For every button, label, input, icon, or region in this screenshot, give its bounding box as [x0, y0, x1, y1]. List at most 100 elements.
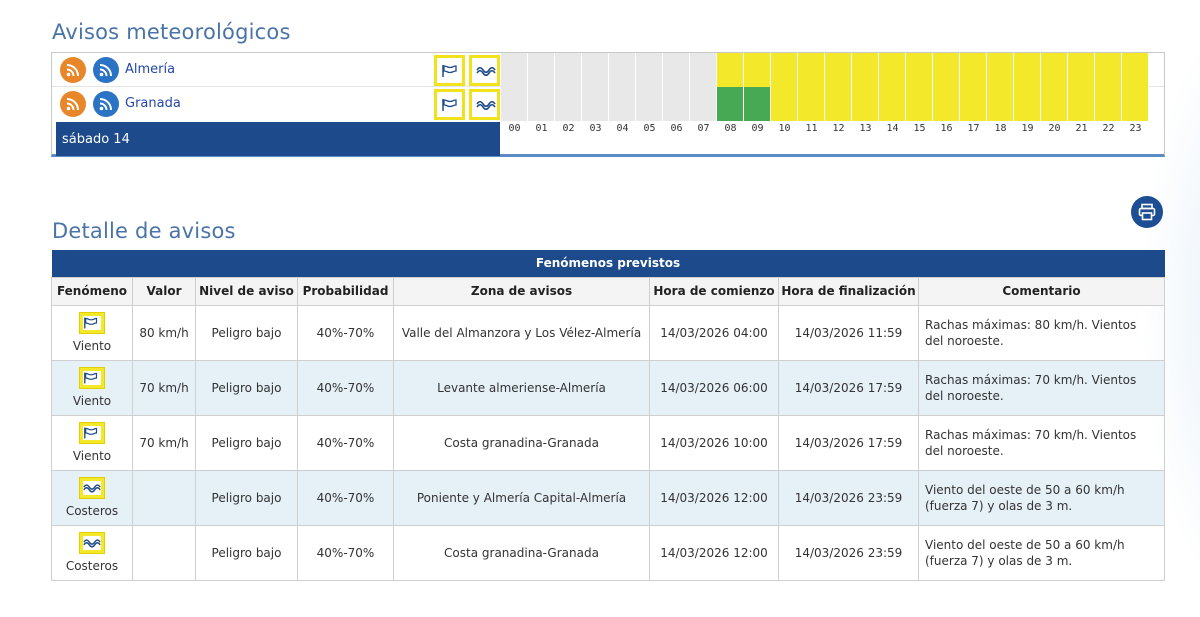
hour-label: 04	[616, 123, 629, 134]
hour-cell	[852, 53, 879, 87]
hour-cells-almeria	[501, 53, 1149, 87]
cell-valor: 80 km/h	[132, 304, 196, 361]
hour-cell	[933, 53, 960, 87]
hour-cell	[798, 87, 825, 121]
fenomeno-label: Costeros	[65, 504, 119, 518]
cell-fin: 14/03/2026 23:59	[778, 524, 919, 581]
cell-probabilidad: 40%-70%	[297, 359, 394, 416]
cell-zona: Levante almeriense-Almería	[393, 359, 650, 416]
warning-timeline: Almería Granada sábado 14 00 01 02 03 04 05 06…	[51, 52, 1165, 157]
hour-cell	[798, 53, 825, 87]
hour-cell	[1014, 87, 1041, 121]
cell-valor	[132, 469, 196, 526]
header-inicio: Hora de comienzo	[649, 276, 779, 306]
cell-fin: 14/03/2026 23:59	[778, 469, 919, 526]
hour-label: 10	[778, 123, 791, 134]
fenomeno-label: Costeros	[65, 559, 119, 573]
hour-label: 22	[1102, 123, 1115, 134]
print-button[interactable]	[1131, 196, 1163, 228]
cell-probabilidad: 40%-70%	[297, 469, 394, 526]
hour-axis: 00 01 02 03 04 05 06 07 08 09 10 11 12 13 14 15 16 17 18 19…	[501, 123, 1149, 134]
hour-label: 08	[724, 123, 737, 134]
hour-cell	[771, 53, 798, 87]
cell-comentario: Viento del oeste de 50 a 60 km/h (fuerza…	[918, 469, 1165, 526]
hour-label: 07	[697, 123, 710, 134]
cell-comentario: Rachas máximas: 70 km/h. Vientos del nor…	[918, 359, 1165, 416]
hour-cell	[717, 53, 744, 87]
cell-nivel: Peligro bajo	[195, 359, 298, 416]
rss-orange-icon[interactable]	[60, 91, 86, 117]
cell-nivel: Peligro bajo	[195, 524, 298, 581]
hour-label: 11	[805, 123, 818, 134]
hour-cell	[960, 87, 987, 121]
fenomeno-label: Viento	[72, 394, 112, 408]
hour-cell	[906, 87, 933, 121]
header-fenomeno: Fenómeno	[51, 276, 133, 306]
province-link-almeria[interactable]: Almería	[125, 62, 176, 77]
hour-cell	[744, 87, 771, 121]
cell-fin: 14/03/2026 11:59	[778, 304, 919, 361]
hour-cell	[1068, 53, 1095, 87]
timeline-row-granada: Granada	[52, 87, 1164, 121]
hour-cell	[1095, 87, 1122, 121]
hour-cell	[1041, 53, 1068, 87]
hour-cell	[690, 53, 717, 87]
hour-label: 21	[1075, 123, 1088, 134]
fenomeno-label: Viento	[72, 339, 112, 353]
hour-cells-granada	[501, 87, 1149, 121]
rss-blue-icon[interactable]	[93, 57, 119, 83]
hour-label: 12	[832, 123, 845, 134]
hour-cell	[1041, 87, 1068, 121]
hour-cell	[582, 53, 609, 87]
table-row: Viento 70 km/h Peligro bajo 40%-70% Costa gr…	[51, 414, 1165, 471]
header-fin: Hora de finalización	[778, 276, 919, 306]
cell-nivel: Peligro bajo	[195, 414, 298, 471]
coastal-warning-icon[interactable]	[469, 55, 500, 86]
cell-valor: 70 km/h	[132, 414, 196, 471]
cell-inicio: 14/03/2026 12:00	[649, 469, 779, 526]
rss-blue-icon[interactable]	[93, 91, 119, 117]
province-link-granada[interactable]: Granada	[125, 96, 181, 111]
hour-label: 18	[994, 123, 1007, 134]
hour-label: 09	[751, 123, 764, 134]
header-zona: Zona de avisos	[393, 276, 650, 306]
hour-cell	[528, 87, 555, 121]
day-label: sábado 14	[56, 122, 500, 156]
hour-cell	[852, 87, 879, 121]
hour-label: 23	[1129, 123, 1142, 134]
cell-fenomeno: Costeros	[51, 524, 133, 581]
rss-orange-icon[interactable]	[60, 57, 86, 83]
hour-label: 05	[643, 123, 656, 134]
hour-cell	[717, 87, 744, 121]
hour-label: 17	[967, 123, 980, 134]
hour-cell	[987, 87, 1014, 121]
waves-icon	[79, 532, 105, 554]
hour-cell	[663, 53, 690, 87]
cell-inicio: 14/03/2026 10:00	[649, 414, 779, 471]
hour-cell	[582, 87, 609, 121]
hour-cell	[501, 87, 528, 121]
hour-cell	[1122, 53, 1149, 87]
hour-label: 06	[670, 123, 683, 134]
table-row: Costeros Peligro bajo 40%-70% Poniente y Al…	[51, 469, 1165, 526]
cell-valor	[132, 524, 196, 581]
hour-label: 01	[535, 123, 548, 134]
hour-cell	[555, 87, 582, 121]
hour-cell	[1068, 87, 1095, 121]
hour-label: 20	[1048, 123, 1061, 134]
hour-cell	[771, 87, 798, 121]
wind-warning-icon[interactable]	[434, 55, 465, 86]
hour-cell	[528, 53, 555, 87]
warnings-detail-table: Fenómenos previstos Fenómeno Valor Nivel…	[51, 250, 1165, 581]
hour-cell	[744, 53, 771, 87]
hour-cell	[501, 53, 528, 87]
hour-label: 02	[562, 123, 575, 134]
hour-cell	[609, 87, 636, 121]
hour-cell	[609, 53, 636, 87]
wind-icon	[79, 422, 105, 444]
cell-comentario: Rachas máximas: 70 km/h. Vientos del nor…	[918, 414, 1165, 471]
cell-comentario: Viento del oeste de 50 a 60 km/h (fuerza…	[918, 524, 1165, 581]
cell-fin: 14/03/2026 17:59	[778, 414, 919, 471]
coastal-warning-icon[interactable]	[469, 89, 500, 120]
wind-warning-icon[interactable]	[434, 89, 465, 120]
